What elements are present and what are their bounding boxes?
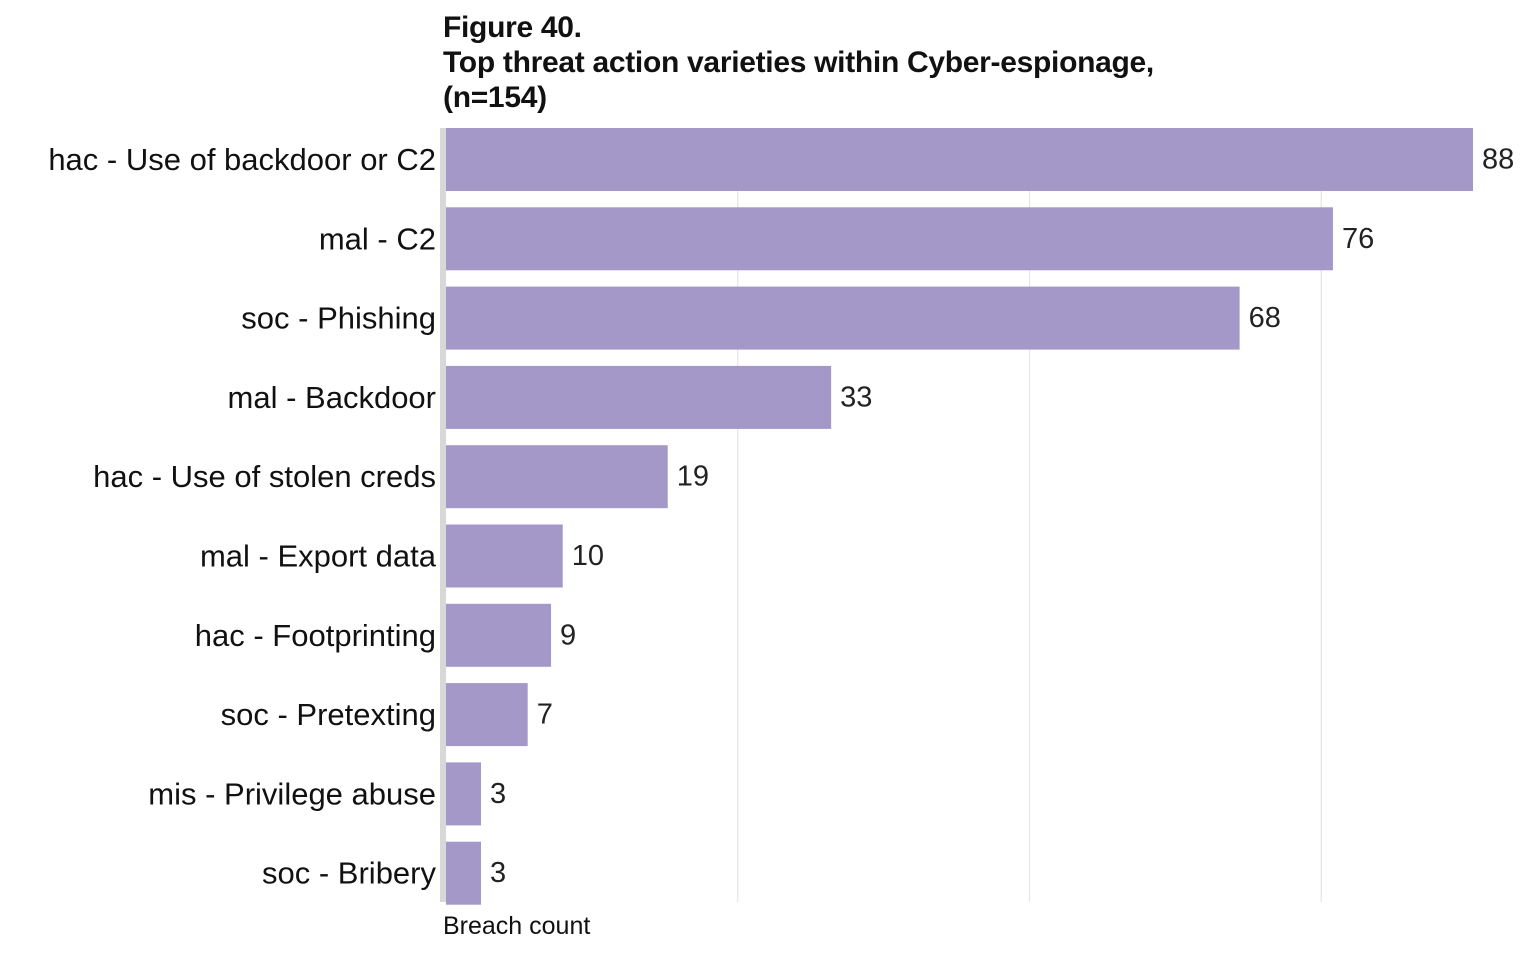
- bar: [446, 365, 832, 429]
- data-label: 10: [572, 540, 604, 572]
- bars: [446, 128, 1473, 905]
- category-label: soc - Phishing: [241, 301, 436, 336]
- chart-title-block: Figure 40. Top threat action varieties w…: [443, 10, 1154, 115]
- bar: [446, 445, 668, 509]
- category-label: mal - Export data: [200, 539, 437, 574]
- data-label: 9: [560, 619, 576, 651]
- bar: [446, 207, 1333, 271]
- figure-label: Figure 40.: [443, 11, 582, 44]
- data-label: 3: [490, 857, 506, 889]
- data-label: 7: [537, 699, 553, 731]
- bar: [446, 762, 482, 826]
- category-label: mal - C2: [319, 221, 436, 256]
- data-label: 19: [677, 461, 709, 493]
- bar: [446, 128, 1473, 191]
- category-labels: hac - Use of backdoor or C2 mal - C2 soc -…: [48, 142, 436, 891]
- x-axis-title: Breach count: [443, 912, 591, 940]
- category-label: soc - Bribery: [262, 856, 436, 891]
- category-label: hac - Use of backdoor or C2: [48, 142, 436, 177]
- data-label: 68: [1249, 302, 1281, 334]
- category-label: hac - Footprinting: [195, 618, 436, 653]
- chart-title-line-2: (n=154): [443, 81, 547, 114]
- category-label: mal - Backdoor: [228, 380, 436, 415]
- data-label: 88: [1482, 144, 1514, 176]
- bar: [446, 286, 1240, 350]
- bar: [446, 841, 482, 905]
- chart-title-line-1: Top threat action varieties within Cyber…: [443, 46, 1154, 79]
- data-label: 3: [490, 778, 506, 810]
- bar: [446, 524, 563, 588]
- data-label: 76: [1342, 223, 1374, 255]
- data-label: 33: [840, 381, 872, 413]
- bar: [446, 603, 552, 667]
- category-label: hac - Use of stolen creds: [93, 459, 436, 494]
- category-label: mis - Privilege abuse: [148, 776, 436, 811]
- bar: [446, 683, 528, 747]
- category-label: soc - Pretexting: [221, 697, 436, 732]
